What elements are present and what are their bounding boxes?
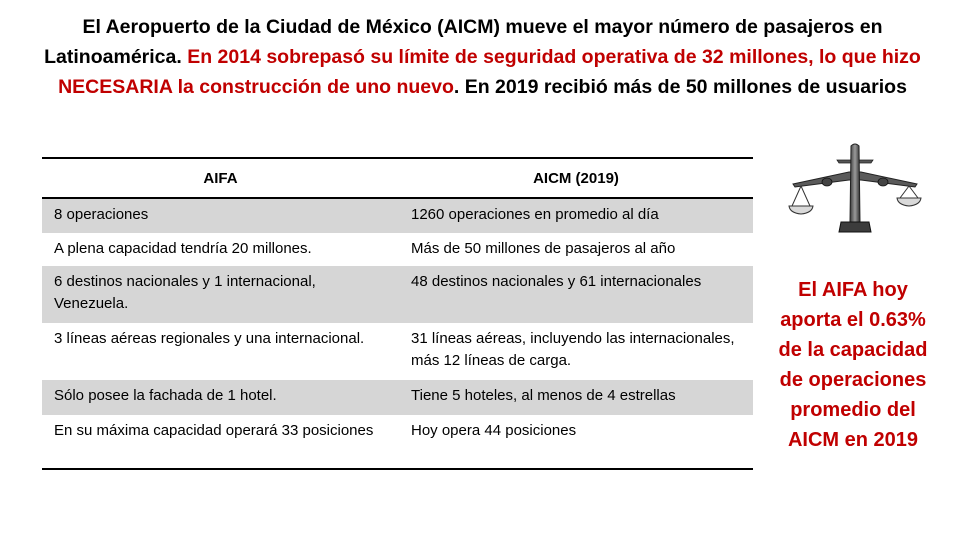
table-cell-aifa: En su máxima capacidad operará 33 posici… [42, 415, 399, 470]
table-cell-aicm: Hoy opera 44 posiciones [399, 415, 753, 470]
table-cell-aifa: 6 destinos nacionales y 1 internacional,… [42, 266, 399, 323]
table-cell-aicm: 1260 operaciones en promedio al día [399, 198, 753, 233]
column-header-aicm: AICM (2019) [399, 157, 753, 199]
column-header-aifa: AIFA [42, 157, 399, 199]
table-row: A plena capacidad tendría 20 millones. M… [42, 233, 753, 266]
headline: El Aeropuerto de la Ciudad de México (AI… [40, 12, 925, 102]
comparison-table-container: AIFA AICM (2019) 8 operaciones 1260 oper… [42, 157, 753, 470]
table-row: Sólo posee la fachada de 1 hotel. Tiene … [42, 380, 753, 415]
headline-conclusion: . En 2019 recibió más de 50 millones de … [453, 76, 907, 98]
table-row: 6 destinos nacionales y 1 internacional,… [42, 266, 753, 323]
table-cell-aicm: Tiene 5 hoteles, al menos de 4 estrellas [399, 380, 753, 415]
table-row: 8 operaciones 1260 operaciones en promed… [42, 198, 753, 233]
sidebar-callout: El AIFA hoy aporta el 0.63% de la capaci… [778, 279, 928, 451]
table-row: En su máxima capacidad operará 33 posici… [42, 415, 753, 470]
comparison-table: AIFA AICM (2019) 8 operaciones 1260 oper… [42, 157, 753, 470]
table-cell-aicm: Más de 50 millones de pasajeros al año [411, 240, 676, 257]
table-header-row: AIFA AICM (2019) [42, 157, 753, 199]
table-cell-aicm: 31 líneas aéreas, incluyendo las interna… [411, 330, 735, 369]
table-cell-aicm: 48 destinos nacionales y 61 internaciona… [399, 266, 753, 323]
table-cell-aifa: Sólo posee la fachada de 1 hotel. [42, 380, 399, 415]
headline-intro: El Aeropuerto de la Ciudad de México (AI… [44, 16, 883, 68]
table-cell-aifa: 8 operaciones [42, 198, 399, 233]
table-cell-aifa: 3 líneas aéreas regionales y una interna… [54, 330, 365, 347]
airplane-balance-scale-icon [785, 142, 925, 242]
headline-highlight: En 2014 sobrepasó su límite de seguridad… [58, 46, 921, 98]
table-cell-aifa: A plena capacidad tendría 20 millones. [54, 240, 312, 257]
table-row: 3 líneas aéreas regionales y una interna… [42, 323, 753, 380]
